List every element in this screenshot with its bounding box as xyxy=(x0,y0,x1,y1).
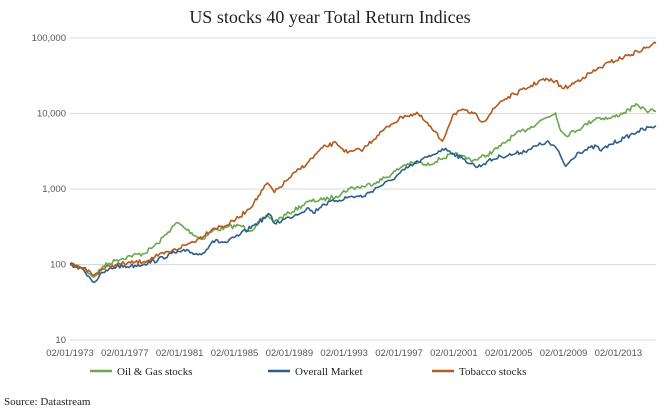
x-tick-label: 02/01/2013 xyxy=(595,348,643,359)
x-tick-label: 02/01/2009 xyxy=(540,348,588,359)
y-tick-label: 10 xyxy=(55,335,66,346)
x-tick-label: 02/01/1985 xyxy=(211,348,259,359)
series-lines xyxy=(69,41,657,284)
y-axis-ticks: 10 100 1,000 10,000 100,000 xyxy=(32,33,66,346)
y-tick-label: 100 xyxy=(50,260,66,271)
source-note: Source: Datastream xyxy=(4,396,91,408)
x-tick-label: 02/01/1973 xyxy=(46,348,94,359)
x-tick-label: 02/01/2001 xyxy=(430,348,478,359)
y-tick-label: 100,000 xyxy=(32,33,66,44)
legend-entry: Oil & Gas stocks xyxy=(117,366,192,378)
x-tick-label: 02/01/1997 xyxy=(375,348,423,359)
gridlines xyxy=(70,37,656,341)
legend-entry: Overall Market xyxy=(295,366,363,378)
x-tick-label: 02/01/2005 xyxy=(485,348,533,359)
y-tick-label: 10,000 xyxy=(37,109,66,120)
series-line xyxy=(69,102,657,278)
x-tick-label: 02/01/1981 xyxy=(156,348,204,359)
y-tick-label: 1,000 xyxy=(42,184,66,195)
x-axis-ticks: 02/01/1973 02/01/1977 02/01/1981 02/01/1985… xyxy=(46,348,642,359)
legend: Oil & Gas stocks Overall Market Tobacco st… xyxy=(90,366,526,378)
series-line xyxy=(69,125,657,284)
chart-title: US stocks 40 year Total Return Indices xyxy=(189,7,470,27)
x-tick-label: 02/01/1993 xyxy=(320,348,368,359)
legend-entry: Tobacco stocks xyxy=(459,366,526,378)
series-line xyxy=(69,41,657,277)
x-tick-label: 02/01/1977 xyxy=(101,348,149,359)
x-tick-label: 02/01/1989 xyxy=(266,348,314,359)
